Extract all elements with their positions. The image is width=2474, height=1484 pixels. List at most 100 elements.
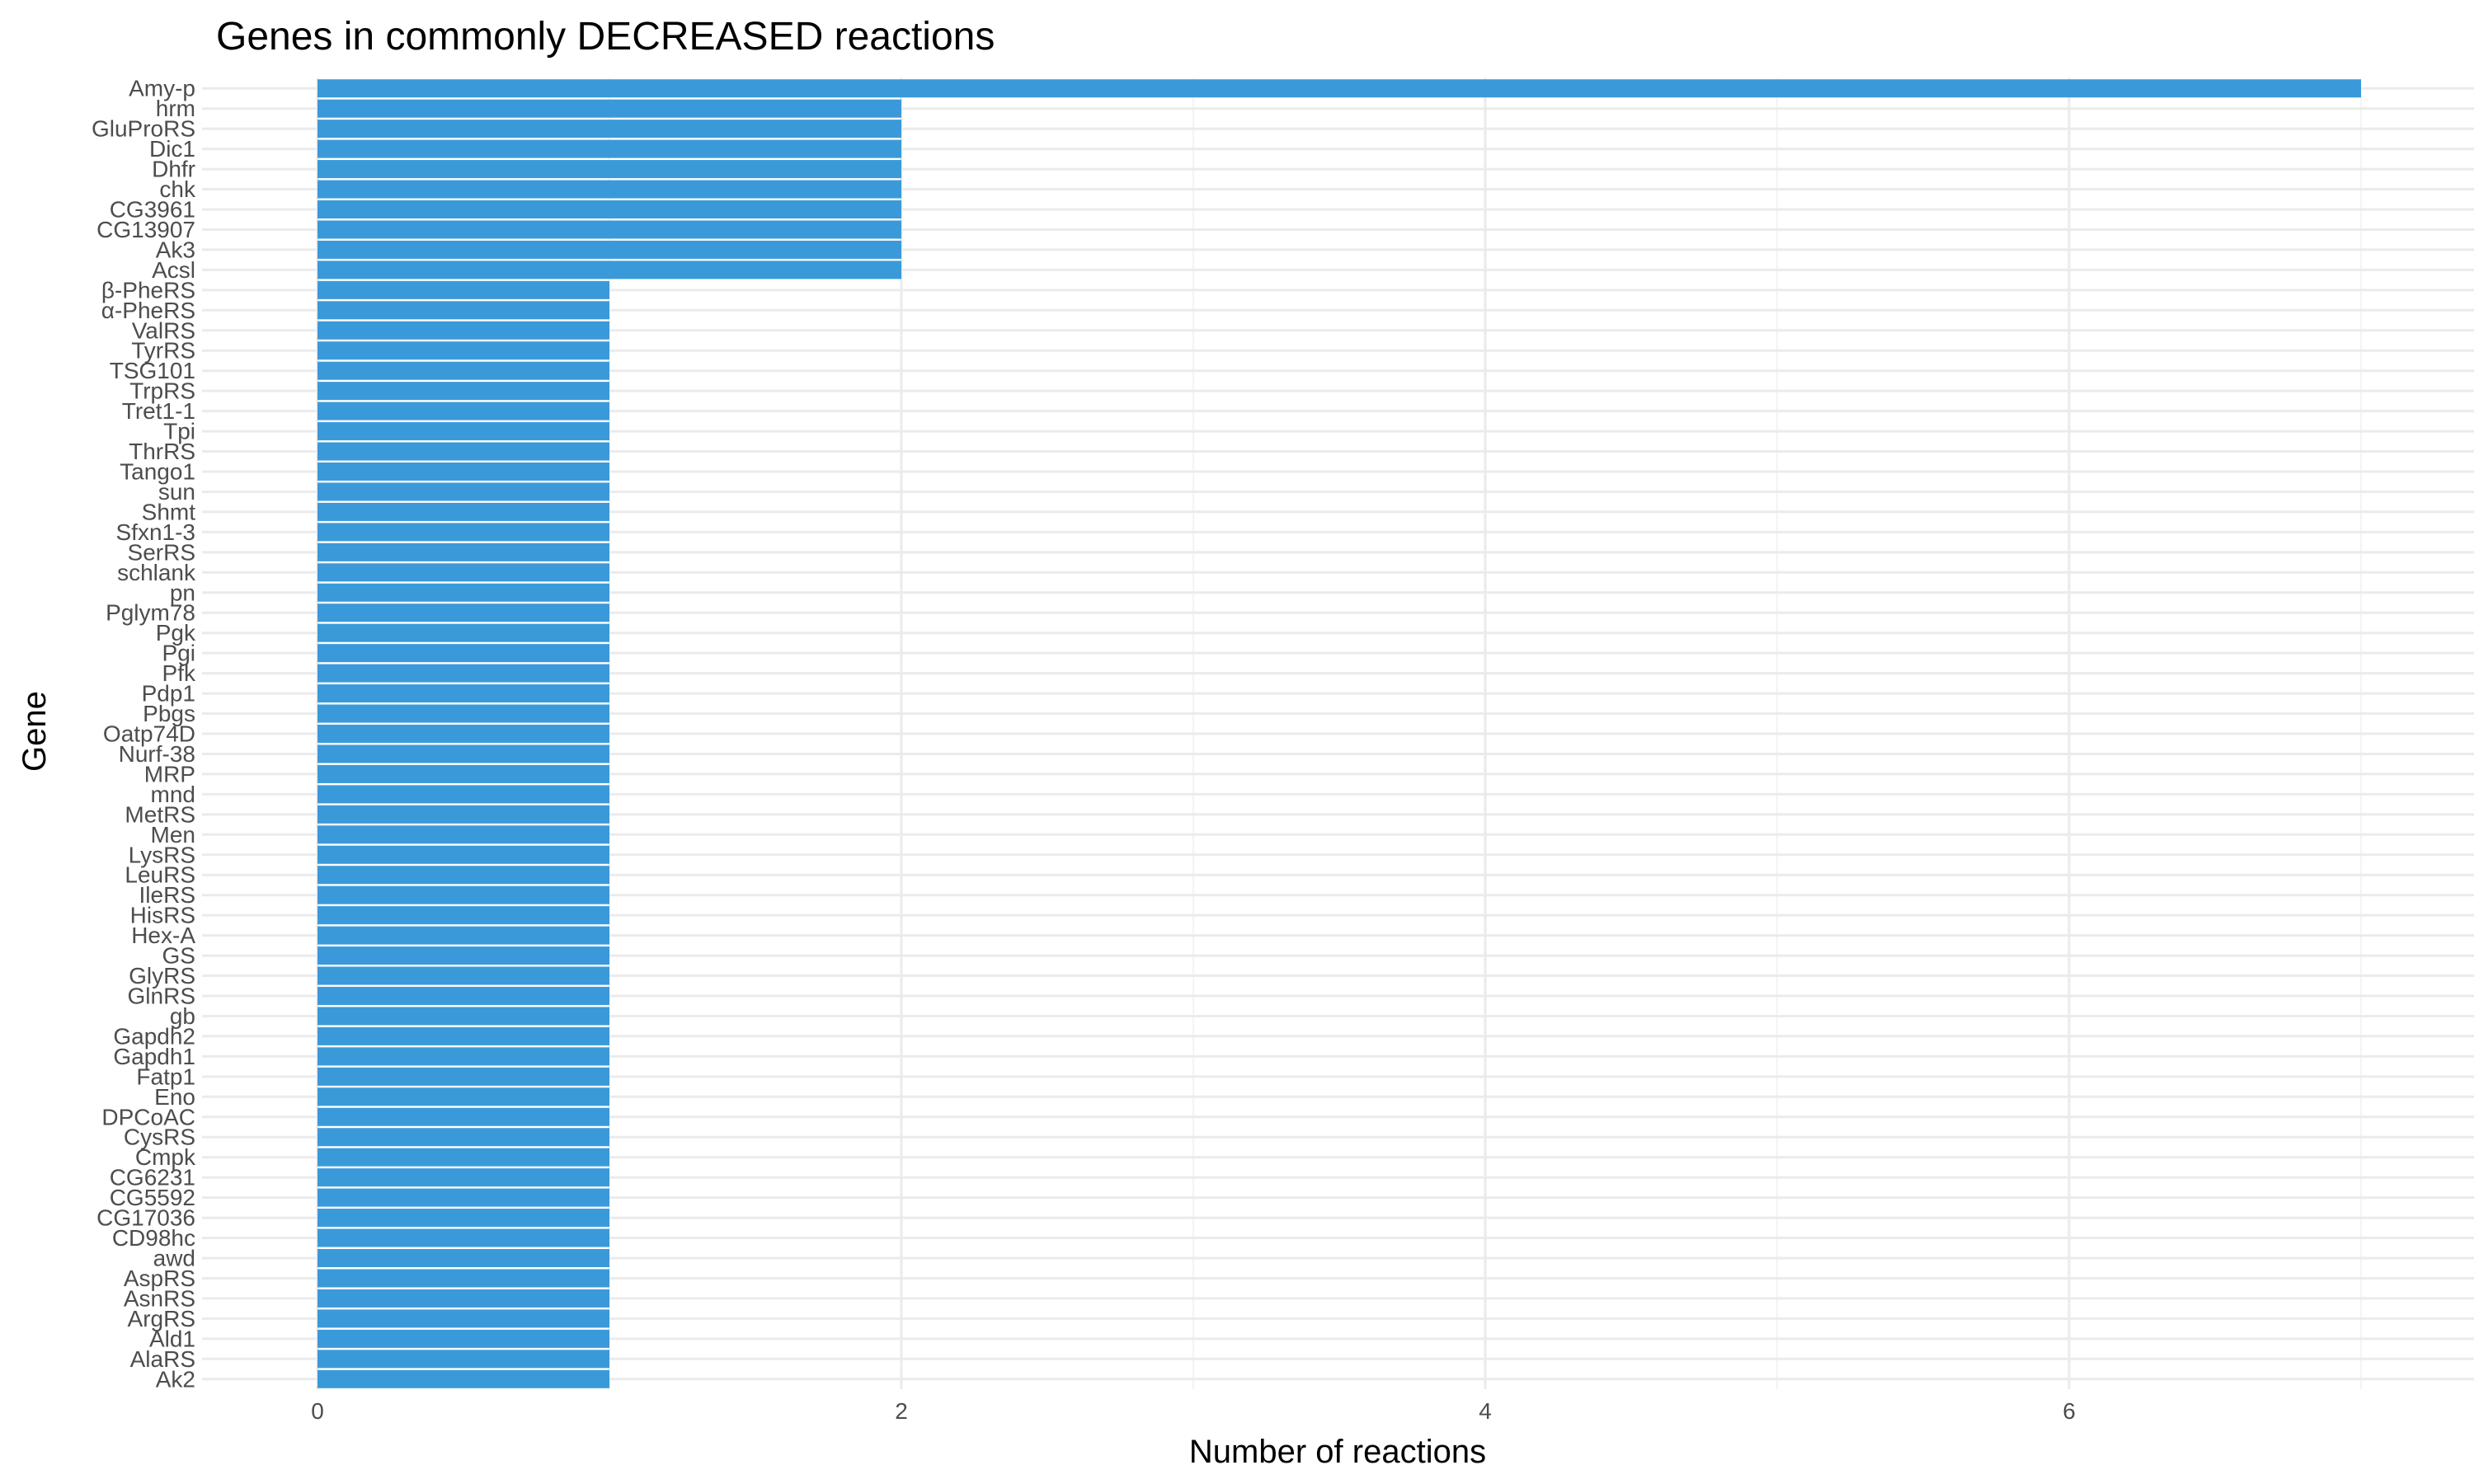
bar-Pglym78	[317, 603, 609, 622]
bar-TyrRS	[317, 341, 609, 360]
y-tick-label: hrm	[156, 96, 195, 121]
bars	[317, 79, 2361, 1388]
bar-HisRS	[317, 906, 609, 925]
bar-Fatp1	[317, 1067, 609, 1086]
bar-IleRS	[317, 885, 609, 904]
y-tick-label: schlank	[117, 560, 196, 585]
y-tick-label: CD98hc	[112, 1225, 195, 1251]
y-tick-label: IleRS	[139, 882, 195, 908]
bar-sun	[317, 482, 609, 501]
bar-GluProRS	[317, 120, 901, 139]
bar-Cmpk	[317, 1148, 609, 1167]
bar-MRP	[317, 764, 609, 783]
y-tick-label: awd	[153, 1246, 195, 1271]
bar-Nurf-38	[317, 744, 609, 763]
bar-β-PheRS	[317, 280, 609, 299]
y-tick-label: Pgi	[162, 641, 195, 666]
y-tick-label: GlyRS	[129, 963, 195, 989]
y-tick-label: CG6231	[110, 1165, 195, 1190]
y-tick-label: Tret1-1	[122, 398, 195, 424]
bar-Tango1	[317, 462, 609, 481]
y-tick-label: CysRS	[124, 1125, 195, 1150]
bar-CG17036	[317, 1209, 609, 1228]
bar-Acsl	[317, 261, 901, 279]
y-tick-label: Men	[151, 822, 195, 848]
y-tick-label: Ald1	[149, 1326, 195, 1351]
bar-MetRS	[317, 805, 609, 824]
bar-CD98hc	[317, 1228, 609, 1247]
bar-gb	[317, 1007, 609, 1026]
y-tick-label: Dhfr	[152, 157, 195, 182]
y-tick-label: sun	[158, 479, 195, 505]
y-tick-label: Tango1	[120, 459, 195, 485]
bar-ThrRS	[317, 442, 609, 461]
bar-Pfk	[317, 664, 609, 683]
y-tick-label: chk	[159, 176, 196, 202]
y-tick-label: Pfk	[162, 660, 196, 686]
y-tick-label: Ak2	[156, 1366, 195, 1392]
y-tick-label: DPCoAC	[101, 1104, 195, 1129]
bar-schlank	[317, 563, 609, 582]
y-tick-label: Cmpk	[135, 1144, 196, 1170]
bar-mnd	[317, 785, 609, 804]
bar-pn	[317, 583, 609, 602]
y-tick-label: LeuRS	[125, 862, 195, 888]
bar-Men	[317, 825, 609, 844]
bar-Dhfr	[317, 160, 901, 179]
y-tick-label: CG17036	[96, 1205, 195, 1231]
y-tick-label: GlnRS	[128, 984, 195, 1009]
bar-CG5592	[317, 1188, 609, 1207]
bar-CG13907	[317, 220, 901, 239]
bar-SerRS	[317, 542, 609, 561]
y-tick-label: Pbgs	[143, 701, 195, 726]
bar-chk	[317, 180, 901, 199]
x-tick-label: 6	[2062, 1398, 2076, 1424]
bar-CG6231	[317, 1168, 609, 1187]
bar-AsnRS	[317, 1289, 609, 1308]
y-tick-label: Pglym78	[106, 600, 195, 626]
x-tick-label: 2	[895, 1398, 908, 1424]
y-tick-label: CG5592	[110, 1185, 195, 1210]
y-tick-label: Shmt	[142, 499, 196, 524]
y-tick-label: Gapdh2	[113, 1023, 195, 1049]
bar-Oatp74D	[317, 724, 609, 744]
y-tick-label: ValRS	[132, 317, 195, 343]
y-tick-label: TrpRS	[129, 378, 195, 404]
bar-awd	[317, 1248, 609, 1268]
bar-ValRS	[317, 321, 609, 340]
bar-Pgi	[317, 644, 609, 663]
y-tick-labels: Amy-phrmGluProRSDic1DhfrchkCG3961CG13907…	[92, 76, 196, 1392]
bar-Amy-p	[317, 79, 2361, 98]
bar-AlaRS	[317, 1350, 609, 1369]
bar-LeuRS	[317, 866, 609, 885]
bar-Dic1	[317, 139, 901, 158]
y-tick-label: TyrRS	[131, 338, 195, 364]
y-tick-label: mnd	[151, 782, 195, 807]
y-tick-label: SerRS	[128, 539, 195, 565]
bar-Ak2	[317, 1369, 609, 1388]
y-tick-label: Amy-p	[129, 76, 195, 101]
y-tick-label: Hex-A	[131, 923, 195, 948]
y-tick-label: GluProRS	[92, 116, 195, 142]
y-tick-label: Ak3	[156, 237, 195, 262]
y-tick-label: α-PheRS	[101, 298, 195, 323]
y-tick-label: pn	[170, 580, 195, 605]
y-tick-label: Gapdh1	[113, 1044, 195, 1069]
bar-Sfxn1-3	[317, 523, 609, 542]
y-tick-label: Sfxn1-3	[116, 519, 196, 545]
y-tick-label: Nurf-38	[119, 741, 195, 767]
bar-Eno	[317, 1087, 609, 1106]
y-tick-label: β-PheRS	[101, 277, 195, 303]
bar-CysRS	[317, 1128, 609, 1147]
y-tick-label: ArgRS	[128, 1306, 195, 1331]
bar-GlyRS	[317, 966, 609, 985]
y-tick-label: MRP	[144, 761, 195, 787]
bar-Pdp1	[317, 684, 609, 703]
y-tick-label: GS	[162, 943, 195, 969]
bar-Hex-A	[317, 926, 609, 945]
y-tick-label: ThrRS	[129, 439, 195, 464]
x-tick-label: 4	[1479, 1398, 1492, 1424]
y-tick-label: Oatp74D	[103, 721, 195, 747]
bar-Gapdh2	[317, 1026, 609, 1045]
